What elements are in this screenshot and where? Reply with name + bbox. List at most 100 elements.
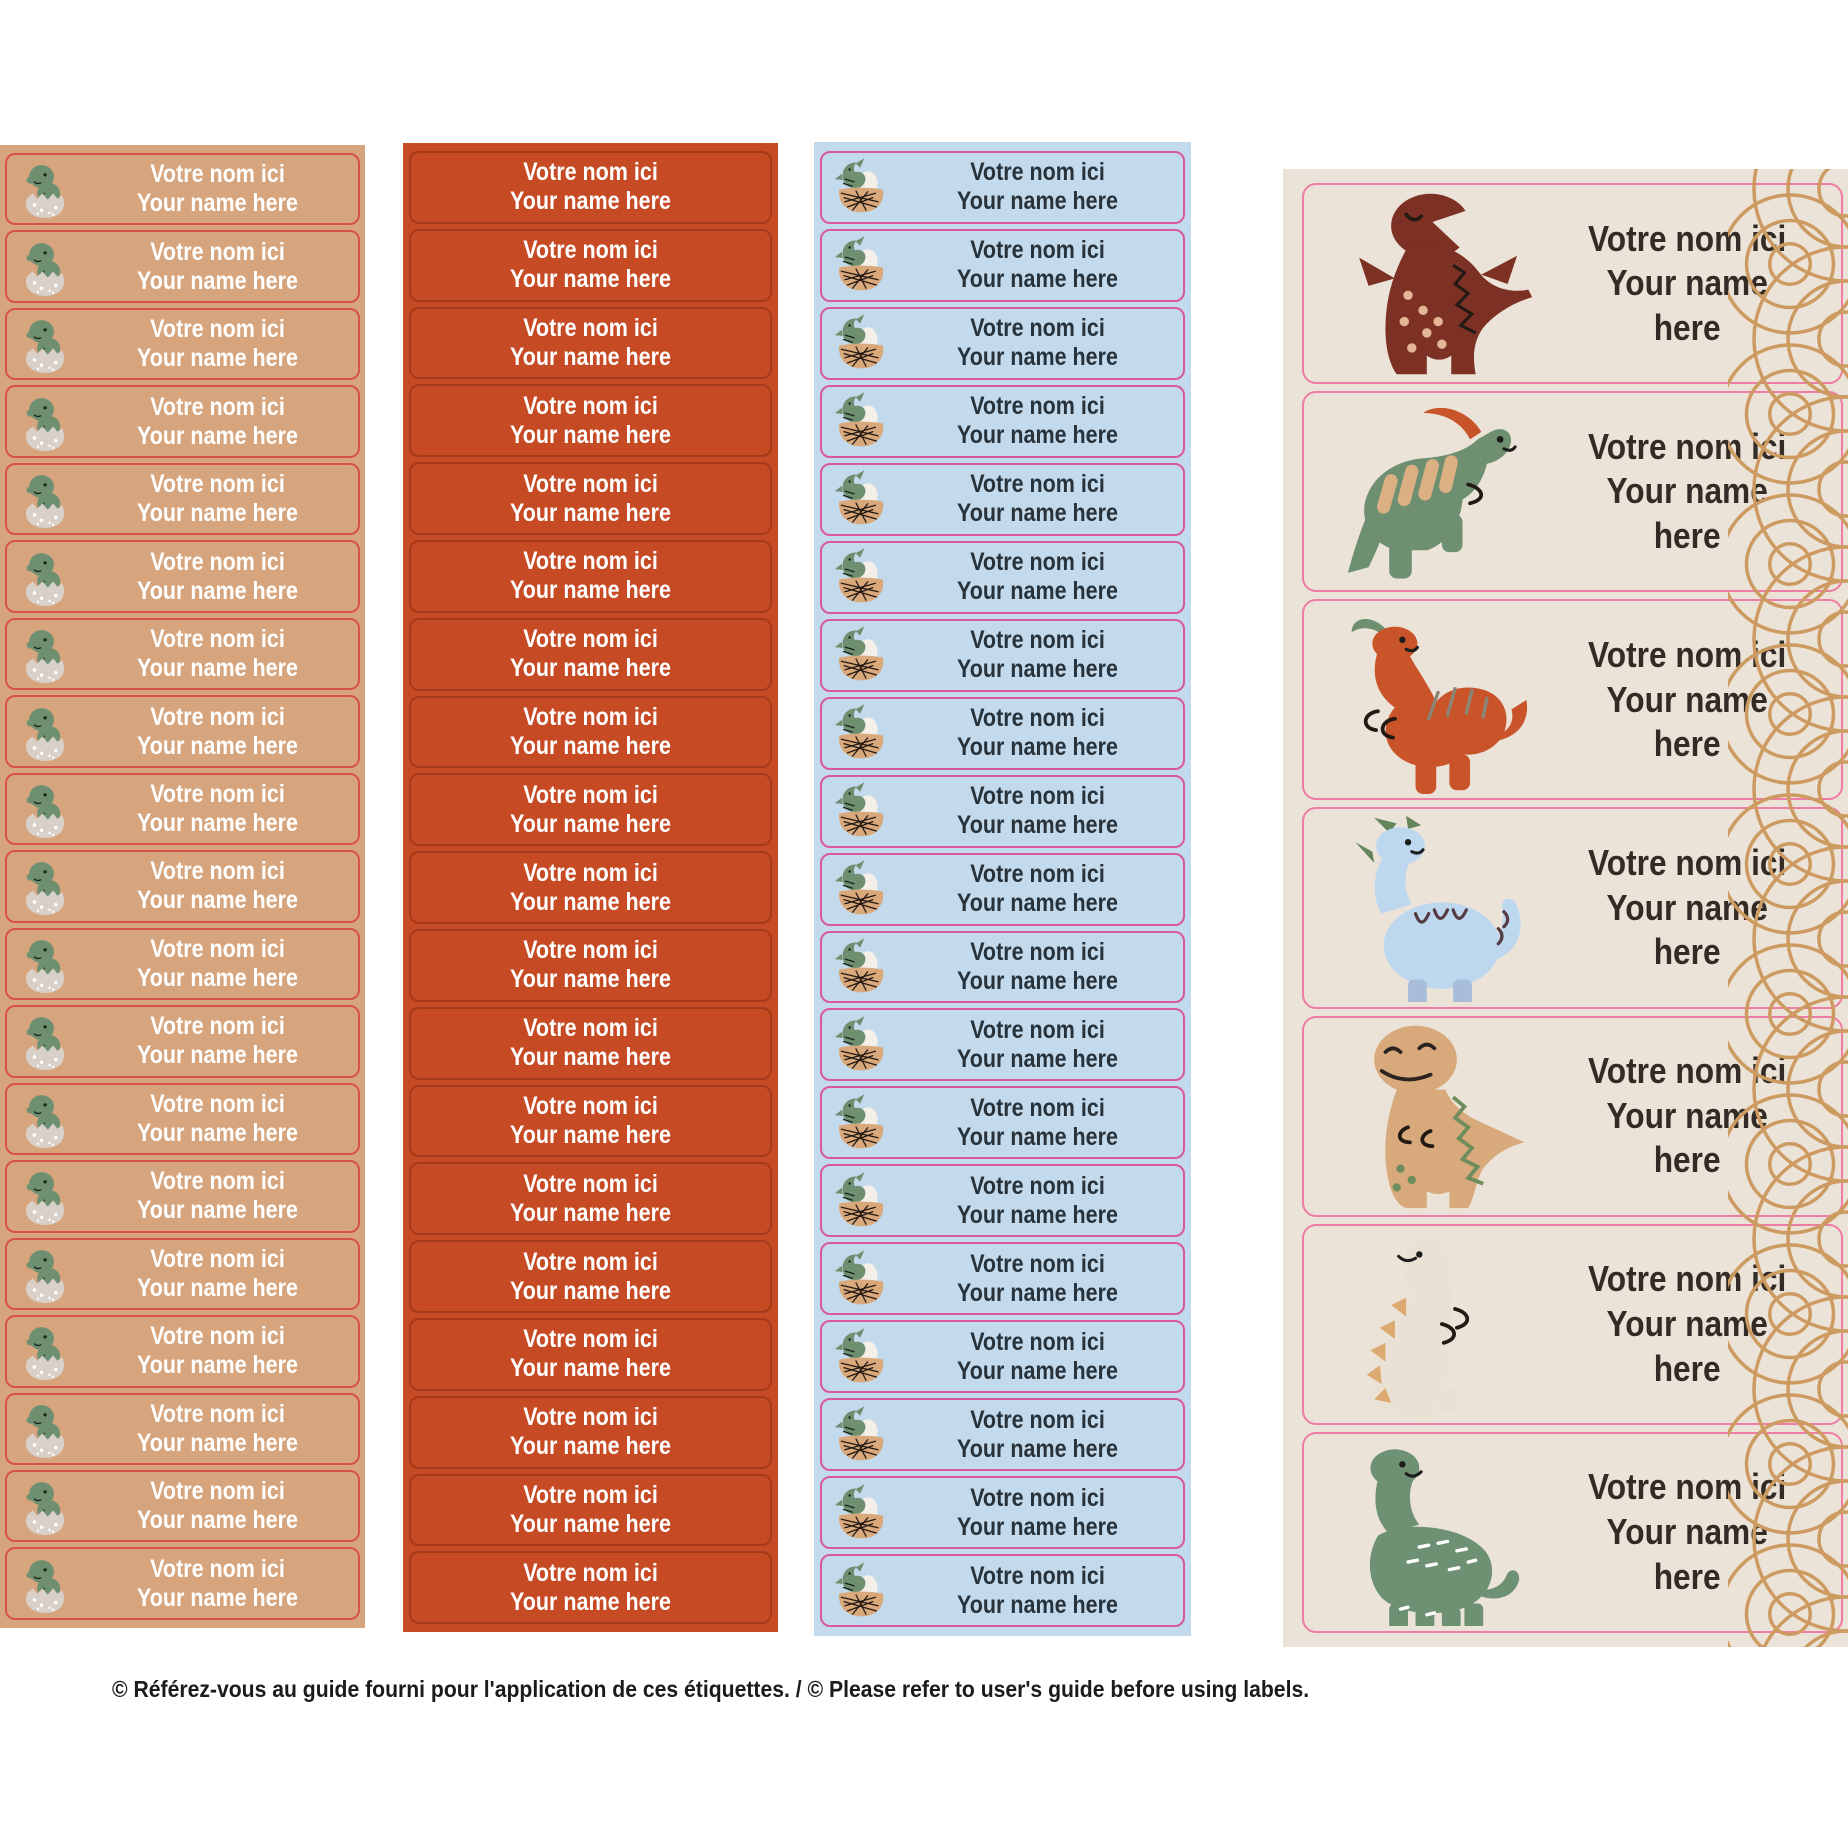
name-label: Votre nom ici Your name here [409, 695, 772, 769]
label-line2: Your name here [137, 1351, 298, 1380]
hatching-dino-egg-icon [15, 1474, 77, 1538]
label-line1: Votre nom ici [1587, 1258, 1787, 1300]
label-line2: Your name here [957, 733, 1118, 762]
brown-trex-illustration [1330, 188, 1565, 380]
label-line2: Your name here [137, 189, 298, 218]
name-label: Votre nom ici Your name here [5, 927, 360, 1001]
label-line2: Your name here [510, 654, 671, 683]
pterodactyl-nest-icon [830, 1247, 892, 1311]
label-line1: Votre nom ici [523, 1169, 658, 1198]
hatching-dino-egg-icon [15, 1087, 77, 1151]
label-line2: Your name here [510, 1120, 671, 1149]
label-line1: Votre nom ici [970, 782, 1105, 811]
sheet-blue-mini-labels: Votre nom ici Your name here Votre nom i… [814, 142, 1191, 1636]
label-line2: Your name here [137, 886, 298, 915]
label-line2: Your name here [957, 1044, 1118, 1073]
name-label: Votre nom ici Your name here [5, 1547, 360, 1620]
label-line1: Votre nom ici [150, 237, 285, 266]
hatching-dino-egg-icon [15, 1164, 77, 1228]
name-label: Votre nom ici Your name here [820, 228, 1185, 302]
label-line1: Votre nom ici [970, 1561, 1105, 1590]
label-line1: Votre nom ici [970, 1249, 1105, 1278]
name-label: Votre nom ici Your name here [409, 1317, 772, 1391]
label-line2: Your name here [957, 421, 1118, 450]
hatching-dino-egg-icon [15, 1397, 77, 1461]
name-label: Votre nom ici Your name here [820, 618, 1185, 692]
label-line2: Your name here [957, 265, 1118, 294]
name-label: Votre nom ici Your name here [409, 1395, 772, 1469]
pterodactyl-nest-icon [830, 1481, 892, 1545]
label-line1: Votre nom ici [150, 470, 285, 499]
label-line1: Votre nom ici [1587, 842, 1787, 884]
name-label-large: Votre nom ici Your name here [1302, 1431, 1843, 1633]
name-label: Votre nom ici Your name here [820, 1554, 1185, 1628]
label-line1: Votre nom ici [523, 1403, 658, 1432]
label-line2: Your name here [137, 731, 298, 760]
label-line1: Votre nom ici [150, 1244, 285, 1273]
name-label: Votre nom ici Your name here [409, 1084, 772, 1158]
label-line2: Your name here [510, 1276, 671, 1305]
label-line2: Your name here [957, 655, 1118, 684]
label-line1: Votre nom ici [970, 1483, 1105, 1512]
label-line1: Votre nom ici [150, 392, 285, 421]
name-label: Votre nom ici Your name here [820, 1164, 1185, 1238]
label-line1: Votre nom ici [1587, 425, 1787, 467]
name-label: Votre nom ici Your name here [5, 1392, 360, 1465]
label-line1: Votre nom ici [523, 858, 658, 887]
label-line1: Votre nom ici [1587, 1466, 1787, 1508]
label-line1: Votre nom ici [970, 1015, 1105, 1044]
label-line2: Your name here [1606, 678, 1768, 765]
label-line2: Your name here [510, 1509, 671, 1538]
label-line2: Your name here [510, 1198, 671, 1227]
label-line2: Your name here [957, 967, 1118, 995]
hatching-dino-egg-icon [15, 157, 77, 221]
label-line1: Votre nom ici [523, 236, 658, 265]
pterodactyl-nest-icon [830, 857, 892, 921]
label-line1: Votre nom ici [523, 780, 658, 809]
pterodactyl-nest-icon [830, 623, 892, 687]
pterodactyl-nest-icon [830, 467, 892, 531]
name-label: Votre nom ici Your name here [409, 1551, 772, 1625]
name-label: Votre nom ici Your name here [5, 385, 360, 458]
tan-trex-illustration [1330, 1020, 1565, 1212]
label-line1: Votre nom ici [150, 1554, 285, 1583]
label-line1: Votre nom ici [523, 1014, 658, 1043]
pterodactyl-nest-icon [830, 1013, 892, 1077]
name-label: Votre nom ici Your name here [5, 230, 360, 303]
usage-note: © Référez-vous au guide fourni pour l'ap… [112, 1676, 1310, 1702]
label-line1: Votre nom ici [970, 1171, 1105, 1200]
name-label: Votre nom ici Your name here [820, 1476, 1185, 1550]
name-label: Votre nom ici Your name here [409, 851, 772, 924]
label-line2: Your name here [137, 1428, 298, 1457]
label-line2: Your name here [1606, 1302, 1768, 1389]
label-line1: Votre nom ici [523, 1247, 658, 1276]
label-line1: Votre nom ici [523, 158, 658, 187]
name-label-large: Votre nom ici Your name here [1302, 1015, 1843, 1217]
label-line1: Votre nom ici [150, 702, 285, 731]
name-label: Votre nom ici Your name here [409, 1473, 772, 1547]
name-label: Votre nom ici Your name here [5, 1315, 360, 1388]
label-line2: Your name here [957, 343, 1118, 372]
pterodactyl-nest-icon [830, 1169, 892, 1233]
label-line2: Your name here [510, 731, 671, 760]
name-label: Votre nom ici Your name here [409, 151, 772, 224]
label-line2: Your name here [137, 808, 298, 837]
label-line2: Your name here [957, 1356, 1118, 1385]
label-line1: Votre nom ici [523, 547, 658, 576]
label-line1: Votre nom ici [523, 936, 658, 965]
name-label-large: Votre nom ici Your name here [1302, 1223, 1843, 1425]
label-line2: Your name here [510, 498, 671, 527]
label-line2: Your name here [137, 1583, 298, 1612]
label-line2: Your name here [137, 499, 298, 528]
sheet-red-mini-labels: Votre nom ici Your name here Votre nom i… [403, 143, 778, 1632]
label-line2: Your name here [510, 1432, 671, 1461]
label-line1: Votre nom ici [523, 625, 658, 654]
label-line2: Your name here [510, 809, 671, 838]
label-line2: Your name here [957, 577, 1118, 606]
name-label: Votre nom ici Your name here [409, 1240, 772, 1313]
label-line2: Your name here [957, 1434, 1118, 1463]
label-line2: Your name here [137, 1196, 298, 1225]
name-label: Votre nom ici Your name here [820, 151, 1185, 224]
label-line2: Your name here [957, 1122, 1118, 1151]
label-line1: Votre nom ici [523, 313, 658, 342]
